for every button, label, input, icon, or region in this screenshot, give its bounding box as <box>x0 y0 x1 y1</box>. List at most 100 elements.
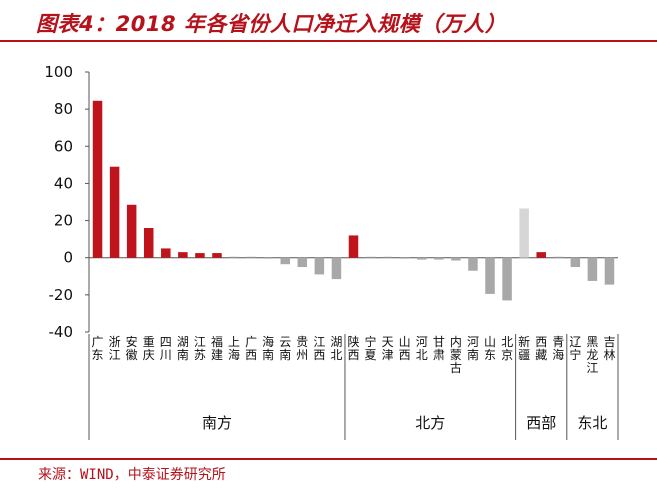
bar <box>604 257 615 285</box>
category-label: 宁 <box>569 347 581 362</box>
category-label: 疆 <box>518 348 530 362</box>
category-label: 南 <box>279 347 291 362</box>
bottom-rule <box>0 458 657 460</box>
bar <box>143 228 154 258</box>
category-label: 湖 <box>177 334 189 349</box>
y-tick-label: 80 <box>54 100 73 118</box>
category-label: 山 <box>399 335 411 349</box>
category-label: 西 <box>245 348 257 362</box>
group-layer: 南方 北方 西部 东北 <box>88 334 619 440</box>
category-label: 北 <box>501 335 513 349</box>
category-label: 江 <box>313 335 325 349</box>
bar <box>229 256 239 258</box>
category-label: 甘 <box>433 335 445 349</box>
group-label: 北方 <box>415 414 445 432</box>
y-tick-label: -40 <box>49 323 74 341</box>
category-label: 江 <box>586 361 598 375</box>
bar <box>468 257 478 271</box>
bar <box>263 257 273 259</box>
bar <box>92 100 103 258</box>
y-tick-label: 0 <box>63 249 73 267</box>
bar <box>536 252 546 258</box>
group-label: 西部 <box>526 414 556 432</box>
category-label: 京 <box>501 348 513 362</box>
category-label: 南 <box>262 347 274 362</box>
category-label: 林 <box>603 348 615 362</box>
category-label: 夏 <box>365 348 377 362</box>
axis-layer: 100 80 60 40 20 0 -20 -40 <box>44 63 618 341</box>
category-label: 四 <box>160 335 172 349</box>
category-label: 辽 <box>569 335 581 349</box>
category-label: 海 <box>552 347 564 362</box>
category-label: 藏 <box>535 348 547 362</box>
category-label: 安 <box>126 334 138 349</box>
bar <box>587 257 598 281</box>
chart-title: 图表4：2018 年各省份人口净迁入规模（万人） <box>36 12 507 36</box>
category-label: 吉 <box>603 335 615 349</box>
y-tick-label: 40 <box>54 174 73 192</box>
y-tick-label: -20 <box>49 286 74 304</box>
category-label: 河 <box>416 335 428 349</box>
bar <box>109 166 120 258</box>
category-label: 浙 <box>109 335 121 349</box>
bar <box>126 204 137 258</box>
category-label: 青 <box>552 335 564 349</box>
category-label: 云 <box>279 335 291 349</box>
category-label: 福 <box>211 334 223 349</box>
category-label: 江 <box>109 348 121 362</box>
category-label: 蒙 <box>450 348 462 362</box>
group-label: 东北 <box>577 414 607 432</box>
category-label: 州 <box>296 348 308 362</box>
category-label: 徽 <box>126 347 138 362</box>
bar <box>434 257 444 260</box>
label-layer: 广东浙江安徽重庆四川湖南江苏福建上海广西海南云南贵州江西湖北陕西宁夏天津山西河北… <box>92 334 616 375</box>
y-tick-label: 60 <box>54 137 73 155</box>
category-label: 西 <box>535 335 547 349</box>
y-tick-label: 20 <box>54 212 73 230</box>
bar <box>485 257 495 294</box>
category-label: 陕 <box>347 334 359 349</box>
bar <box>519 208 529 258</box>
category-label: 川 <box>160 348 172 362</box>
category-label: 南 <box>467 347 479 362</box>
category-label: 山 <box>484 335 496 349</box>
bar <box>297 257 308 267</box>
bar <box>382 256 393 258</box>
title-bar: 图表4：2018 年各省份人口净迁入规模（万人） <box>0 0 657 40</box>
category-label: 古 <box>450 360 462 375</box>
category-label: 西 <box>399 348 411 362</box>
category-label: 北 <box>330 348 342 362</box>
bar <box>195 253 205 258</box>
source-note: 来源：WIND，中泰证券研究所 <box>38 467 226 483</box>
bar-layer <box>92 100 615 301</box>
bar <box>212 253 222 258</box>
category-label: 黑 <box>586 335 598 349</box>
bar <box>365 256 376 258</box>
category-label: 河 <box>467 335 479 349</box>
category-label: 内 <box>450 335 462 349</box>
category-label: 肃 <box>433 348 445 362</box>
category-label: 东 <box>92 348 104 362</box>
category-label: 上 <box>228 335 240 349</box>
category-label: 津 <box>382 348 394 362</box>
bar <box>246 256 256 258</box>
category-label: 重 <box>143 335 155 349</box>
bar <box>178 252 188 258</box>
bar <box>451 257 461 261</box>
category-label: 贵 <box>296 335 308 349</box>
category-label: 北 <box>416 348 428 362</box>
category-label: 龙 <box>586 348 598 362</box>
bar <box>331 257 342 280</box>
bar <box>502 257 512 301</box>
bar <box>280 257 290 265</box>
category-label: 建 <box>211 348 223 362</box>
bar <box>348 235 359 258</box>
title-rule <box>0 40 657 42</box>
category-label: 庆 <box>143 348 155 362</box>
category-label: 东 <box>484 348 496 362</box>
bar <box>417 257 427 260</box>
bar <box>399 257 410 259</box>
category-label: 南 <box>177 347 189 362</box>
category-label: 苏 <box>194 348 206 362</box>
